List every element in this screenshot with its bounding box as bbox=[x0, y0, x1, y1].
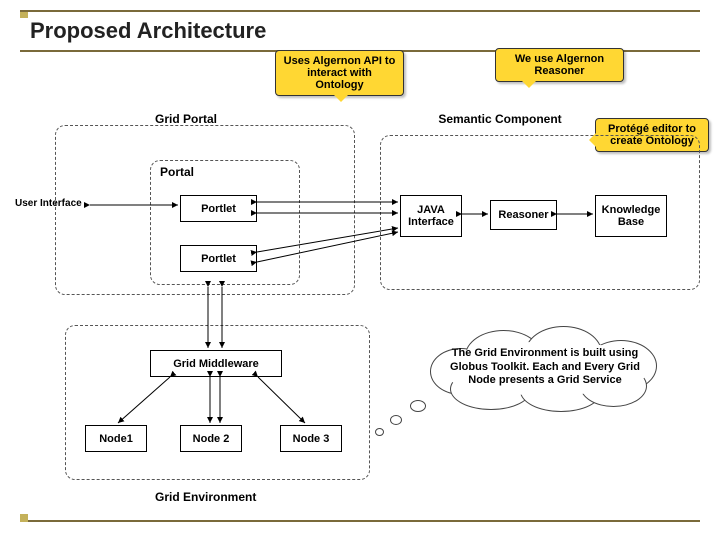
bubble-icon bbox=[410, 400, 426, 412]
grid-env-container bbox=[65, 325, 370, 480]
knowledge-base: Knowledge Base bbox=[595, 195, 667, 237]
portlet-1: Portlet bbox=[180, 195, 257, 222]
portal-label: Portal bbox=[160, 165, 194, 179]
grid-middleware: Grid Middleware bbox=[150, 350, 282, 377]
grid-env-label: Grid Environment bbox=[155, 490, 256, 504]
footer-line bbox=[20, 520, 700, 522]
callout-api: Uses Algernon API to interact with Ontol… bbox=[275, 50, 404, 96]
bubble-icon bbox=[375, 428, 384, 436]
semantic-label: Semantic Component bbox=[430, 112, 570, 126]
slide: Proposed Architecture Uses Algernon API … bbox=[0, 0, 720, 540]
cloud-note: The Grid Environment is built using Glob… bbox=[430, 330, 660, 405]
title: Proposed Architecture bbox=[20, 10, 700, 52]
node-2: Node 2 bbox=[180, 425, 242, 452]
accent-box bbox=[20, 514, 28, 522]
portlet-2: Portlet bbox=[180, 245, 257, 272]
bubble-icon bbox=[390, 415, 402, 425]
callout-reasoner: We use Algernon Reasoner bbox=[495, 48, 624, 82]
node-3: Node 3 bbox=[280, 425, 342, 452]
grid-portal-label: Grid Portal bbox=[155, 112, 217, 126]
java-interface: JAVA Interface bbox=[400, 195, 462, 237]
reasoner-box: Reasoner bbox=[490, 200, 557, 230]
cloud-text: The Grid Environment is built using Glob… bbox=[430, 330, 660, 405]
node-1: Node1 bbox=[85, 425, 147, 452]
user-interface-label: User Interface bbox=[15, 198, 85, 209]
